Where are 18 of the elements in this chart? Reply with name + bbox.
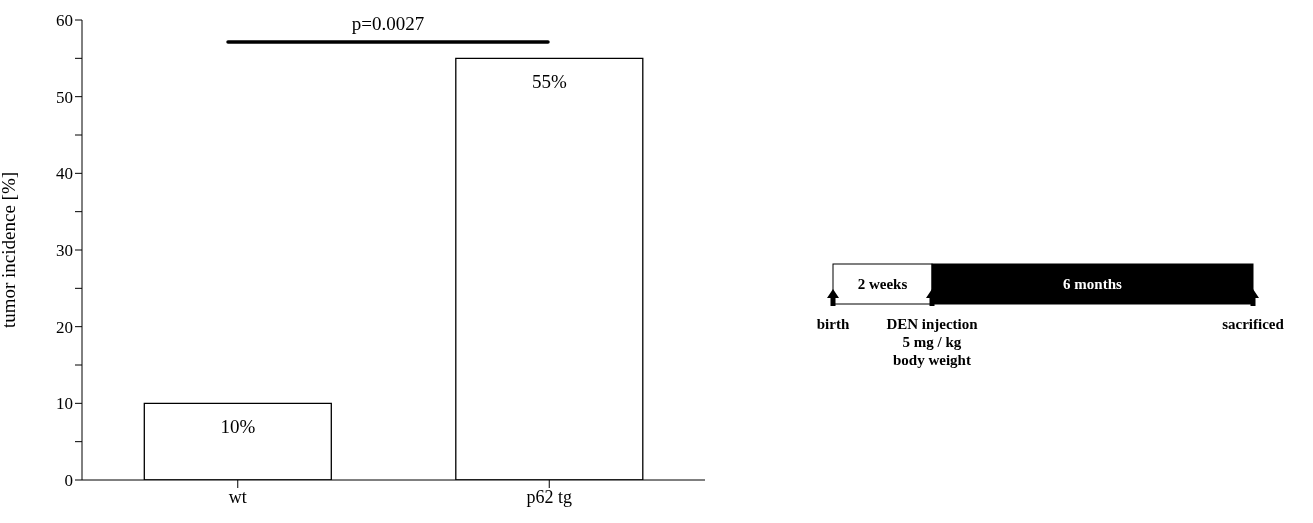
- text: 2 weeks: [857, 276, 908, 292]
- y-tick-label: 10: [56, 394, 73, 414]
- text: 6 months: [1063, 276, 1123, 292]
- y-tick-label: 20: [56, 317, 73, 337]
- text: sacrificed: [1222, 316, 1285, 332]
- x-tick-label: p62 tg: [526, 486, 573, 507]
- annotation: p=0.0027: [351, 13, 425, 34]
- text: birth: [816, 316, 850, 332]
- text: DEN injection 5 mg / kg body weight: [886, 316, 979, 368]
- y-tick-label: 30: [56, 241, 73, 261]
- data-label: 55%: [531, 71, 567, 93]
- y-tick-label: 60: [56, 11, 73, 31]
- y-tick-label: 0: [64, 471, 73, 491]
- y-axis-title: tumor incidence [%]: [0, 171, 19, 329]
- x-tick-label: wt: [228, 486, 247, 507]
- data-label: 10%: [220, 416, 256, 438]
- y-tick-label: 40: [56, 164, 73, 184]
- y-tick-label: 50: [56, 87, 73, 107]
